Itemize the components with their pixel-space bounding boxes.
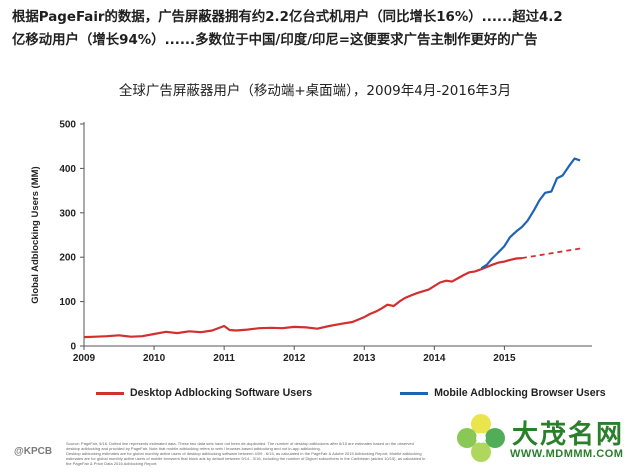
brand-logo: @KPCB — [14, 446, 53, 457]
chart-title: 全球广告屏蔽器用户（移动端+桌面端），2009年4月-2016年3月 — [118, 83, 512, 99]
series-projection-desktop — [521, 247, 582, 259]
watermark: 大茂名网 WWW.MDMMM.COM — [452, 410, 628, 466]
watermark-name: 大茂名网 — [512, 420, 625, 450]
headline-line-2: 亿移动用户（增长94%）......多数位于中国/印度/印尼=这便要求广告主制作… — [12, 33, 538, 48]
x-tick-label: 2010 — [143, 353, 166, 364]
x-tick-label: 2014 — [423, 353, 446, 364]
source-note: Source: PageFair, 5/16. Dotted line repr… — [66, 441, 446, 466]
series-line-desktop — [83, 257, 522, 339]
y-tick-label: 100 — [59, 297, 76, 308]
flower-logo-icon — [457, 414, 505, 462]
y-tick-label: 300 — [59, 208, 76, 219]
y-tick-label: 400 — [59, 164, 76, 175]
y-tick-label: 200 — [59, 253, 76, 264]
x-tick-label: 2013 — [353, 353, 376, 364]
x-tick-label: 2015 — [493, 353, 516, 364]
source-line: Desktop adblocking estimates are for glo… — [66, 451, 422, 456]
series-line-mobile — [480, 157, 581, 270]
legend-swatch-mobile — [400, 391, 429, 395]
source-line: Source: PageFair, 5/16. Dotted line repr… — [66, 441, 414, 446]
source-line: estimates are for global monthly active … — [66, 456, 426, 461]
legend-item-mobile: Mobile Adblocking Browser Users — [400, 387, 606, 399]
y-tick-label: 500 — [59, 120, 76, 131]
y-axis-label: Global Adblocking Users (MM) — [30, 166, 41, 303]
legend-swatch-desktop — [96, 391, 124, 395]
source-line: the PageFair & Priori Data 2016 Adblocki… — [66, 461, 158, 466]
source-line: desktop adblocking and provided by PageF… — [66, 446, 321, 451]
chart-legend: Desktop Adblocking Software Users Mobile… — [96, 387, 606, 399]
legend-label-desktop: Desktop Adblocking Software Users — [130, 387, 313, 399]
x-tick-label: 2009 — [73, 353, 96, 364]
x-tick-label: 2011 — [213, 353, 235, 364]
y-tick-label: 0 — [70, 342, 76, 353]
x-tick-label: 2012 — [283, 353, 306, 364]
legend-item-desktop: Desktop Adblocking Software Users — [96, 387, 312, 399]
legend-label-mobile: Mobile Adblocking Browser Users — [434, 387, 606, 399]
headline-line-1: 根据PageFair的数据，广告屏蔽器拥有约2.2亿台式机用户（同比增长16%）… — [12, 10, 563, 25]
watermark-url: WWW.MDMMM.COM — [510, 448, 624, 460]
headline: 根据PageFair的数据，广告屏蔽器拥有约2.2亿台式机用户（同比增长16%）… — [12, 6, 622, 52]
